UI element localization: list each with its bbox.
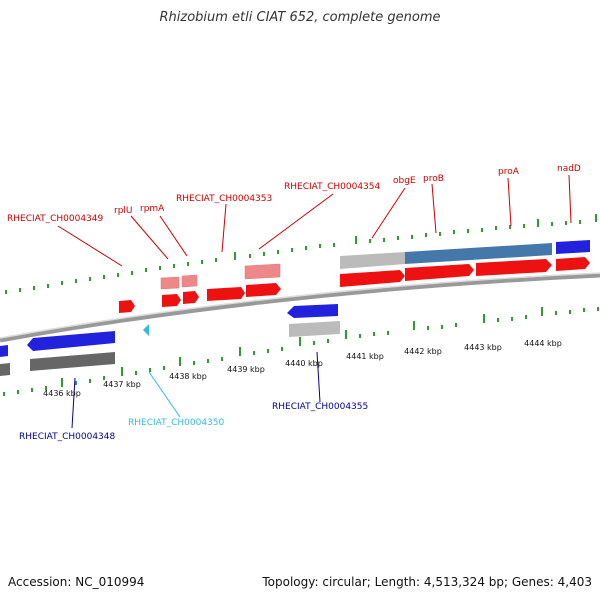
page-title: Rhizobium etli CIAT 652, complete genome [159,10,441,25]
gene-label-rhe4350[interactable]: RHECIAT_CH0004350 [128,418,225,428]
gene-proA[interactable] [476,259,552,276]
scale-label-4439: 4439 kbp [227,365,265,374]
gene-obgE-annotation[interactable] [340,252,405,269]
gene-label-nadD[interactable]: nadD [557,164,581,174]
reverse-genes [0,304,340,376]
gene-rhe4354[interactable] [246,283,281,297]
gene-rplU[interactable] [162,294,181,307]
gene-proB-annotation[interactable] [405,243,552,264]
scale-label-4438: 4438 kbp [169,372,207,381]
gene-label-rhe4348[interactable]: RHECIAT_CH0004348 [19,432,116,442]
gene-label-rhe4354[interactable]: RHECIAT_CH0004354 [284,182,381,192]
gene-label-rhe4349[interactable]: RHECIAT_CH0004349 [7,214,104,224]
gene-label-rhe4355[interactable]: RHECIAT_CH0004355 [272,402,368,412]
ticks-forward [5,214,597,294]
gene-label-proB[interactable]: proB [423,174,444,184]
gene-rhe4349[interactable] [119,300,135,313]
gene-rhe4355-annotation[interactable] [289,321,340,337]
gene-nadD-annotation[interactable] [556,240,590,254]
gene-label-proA[interactable]: proA [498,167,520,177]
gene-rpmA-annotation[interactable] [181,274,198,288]
gene-rplU-annotation[interactable] [160,276,180,290]
topology-label: Topology: circular; Length: 4,513,324 bp… [262,575,592,589]
gene-proB[interactable] [405,264,474,281]
label-leaders [57,174,572,429]
gene-rhe4350[interactable] [143,324,149,336]
gene-nadD[interactable] [556,257,590,271]
gene-label-rplU[interactable]: rplU [114,206,133,216]
scale-labels: 4436 kbp 4437 kbp 4438 kbp 4439 kbp 4440… [43,339,562,398]
gene-label-obgE[interactable]: obgE [393,176,416,186]
gene-rhe4353-annotation[interactable] [244,263,281,280]
scale-label-4444: 4444 kbp [524,339,562,348]
genome-backbone [0,272,600,343]
gene-rhe4348-edge[interactable] [0,345,8,357]
scale-label-4436: 4436 kbp [43,389,81,398]
gene-labels-top: RHECIAT_CH0004349 rplU rpmA RHECIAT_CH00… [7,164,581,224]
gene-rhe4353[interactable] [207,287,245,301]
gene-rpmA[interactable] [183,291,199,304]
gene-rhe4355[interactable] [287,304,338,318]
scale-label-4440: 4440 kbp [285,359,323,368]
scale-label-4441: 4441 kbp [346,352,384,361]
accession-label: Accession: NC_010994 [8,575,145,589]
gene-labels-bottom: RHECIAT_CH0004348 RHECIAT_CH0004350 RHEC… [19,402,368,442]
forward-genes [119,240,590,313]
gene-rhe4348[interactable] [27,331,115,351]
scale-label-4442: 4442 kbp [404,347,442,356]
gene-rhe4348-annotation-edge[interactable] [0,363,10,376]
gene-label-rhe4353[interactable]: RHECIAT_CH0004353 [176,194,272,204]
scale-label-4443: 4443 kbp [464,343,502,352]
ticks-reverse [3,307,599,396]
scale-label-4437: 4437 kbp [103,380,141,389]
gene-rhe4348-annotation[interactable] [30,352,115,371]
gene-label-rpmA[interactable]: rpmA [140,204,165,214]
gene-obgE[interactable] [340,270,405,287]
